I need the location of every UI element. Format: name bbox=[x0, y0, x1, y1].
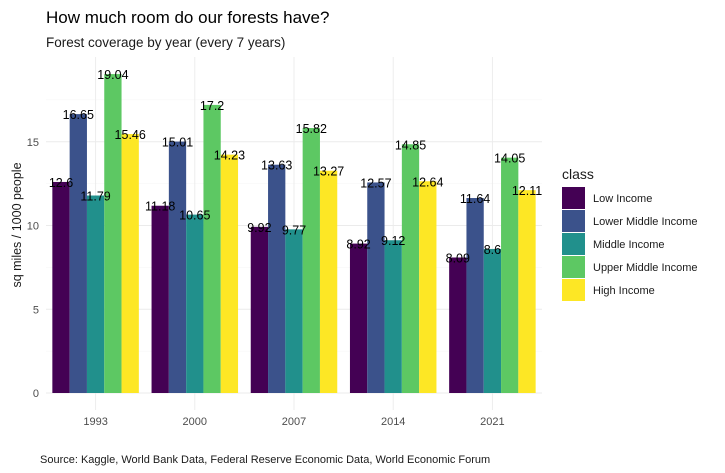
bar bbox=[86, 195, 105, 393]
data-label: 16.65 bbox=[63, 108, 94, 122]
source-caption: Source: Kaggle, World Bank Data, Federal… bbox=[40, 454, 490, 466]
data-label: 15.46 bbox=[115, 128, 146, 142]
x-tick-label: 1993 bbox=[83, 416, 107, 428]
bar bbox=[483, 248, 502, 393]
x-axis: 1993 2000 2007 2014 2021 bbox=[83, 416, 504, 428]
data-labels-layer: 12.6 16.65 11.79 19.04 15.46 11.18 15.01 10.65 1… bbox=[49, 68, 542, 265]
bar bbox=[69, 114, 87, 394]
bar bbox=[501, 157, 519, 393]
bar bbox=[449, 257, 467, 393]
bar bbox=[285, 229, 303, 393]
bar bbox=[121, 134, 139, 394]
data-label: 14.05 bbox=[494, 152, 525, 166]
chart-title: How much room do our forests have? bbox=[46, 8, 329, 27]
bar bbox=[319, 170, 338, 393]
chart-subtitle: Forest coverage by year (every 7 years) bbox=[46, 35, 285, 50]
legend-key bbox=[562, 187, 585, 209]
x-tick-label: 2021 bbox=[480, 416, 504, 428]
data-label: 15.01 bbox=[162, 136, 193, 150]
data-label: 14.23 bbox=[214, 149, 245, 163]
legend: class Low Income Lower Middle Income Middl… bbox=[562, 166, 698, 301]
data-label: 11.64 bbox=[460, 192, 490, 206]
bar bbox=[203, 104, 221, 394]
bars-layer bbox=[52, 74, 536, 394]
bar bbox=[349, 243, 368, 393]
bar bbox=[466, 198, 484, 393]
data-label: 9.92 bbox=[247, 221, 271, 235]
bar bbox=[518, 190, 536, 393]
legend-label: Low Income bbox=[593, 193, 652, 205]
data-label: 11.79 bbox=[80, 190, 110, 204]
bar bbox=[419, 181, 437, 393]
legend-label: High Income bbox=[593, 285, 655, 297]
legend-label: Middle Income bbox=[593, 239, 665, 251]
bar bbox=[151, 205, 169, 393]
bar bbox=[367, 182, 385, 393]
data-label: 8.09 bbox=[446, 251, 470, 265]
data-label: 13.63 bbox=[261, 159, 292, 173]
legend-key bbox=[562, 256, 585, 278]
y-axis: 0 5 10 15 bbox=[27, 137, 39, 400]
data-label: 19.04 bbox=[97, 68, 128, 82]
bar bbox=[186, 214, 204, 393]
bar bbox=[302, 128, 320, 393]
data-label: 9.77 bbox=[282, 223, 306, 237]
data-label: 12.57 bbox=[360, 176, 391, 190]
bar bbox=[384, 240, 402, 393]
data-label: 11.18 bbox=[145, 200, 175, 214]
legend-key bbox=[562, 279, 585, 301]
y-tick-label: 5 bbox=[33, 304, 39, 316]
x-tick-label: 2000 bbox=[183, 416, 207, 428]
data-label: 12.11 bbox=[512, 184, 542, 198]
data-label: 9.12 bbox=[381, 234, 405, 248]
bar bbox=[220, 154, 239, 393]
y-tick-label: 15 bbox=[27, 137, 39, 149]
x-tick-label: 2014 bbox=[381, 416, 405, 428]
legend-key bbox=[562, 210, 585, 232]
data-label: 17.2 bbox=[200, 99, 224, 113]
legend-title: class bbox=[562, 166, 594, 182]
data-label: 8.6 bbox=[484, 243, 501, 257]
y-axis-title: sq miles / 1000 people bbox=[10, 162, 24, 287]
bar bbox=[52, 181, 70, 393]
bar bbox=[168, 141, 187, 393]
bar bbox=[104, 74, 122, 393]
data-label: 12.64 bbox=[412, 175, 443, 189]
legend-key bbox=[562, 233, 585, 255]
data-label: 15.82 bbox=[296, 122, 327, 136]
legend-label: Lower Middle Income bbox=[593, 216, 698, 228]
data-label: 8.92 bbox=[346, 238, 370, 252]
y-tick-label: 10 bbox=[27, 221, 39, 233]
data-label: 14.85 bbox=[395, 138, 426, 152]
bar bbox=[268, 164, 286, 393]
legend-label: Upper Middle Income bbox=[593, 262, 698, 274]
bar bbox=[250, 226, 269, 393]
y-tick-label: 0 bbox=[33, 388, 39, 400]
data-label: 12.6 bbox=[49, 176, 73, 190]
x-tick-label: 2007 bbox=[282, 416, 306, 428]
bar bbox=[401, 144, 420, 393]
data-label: 13.27 bbox=[313, 165, 344, 179]
data-label: 10.65 bbox=[179, 209, 210, 223]
